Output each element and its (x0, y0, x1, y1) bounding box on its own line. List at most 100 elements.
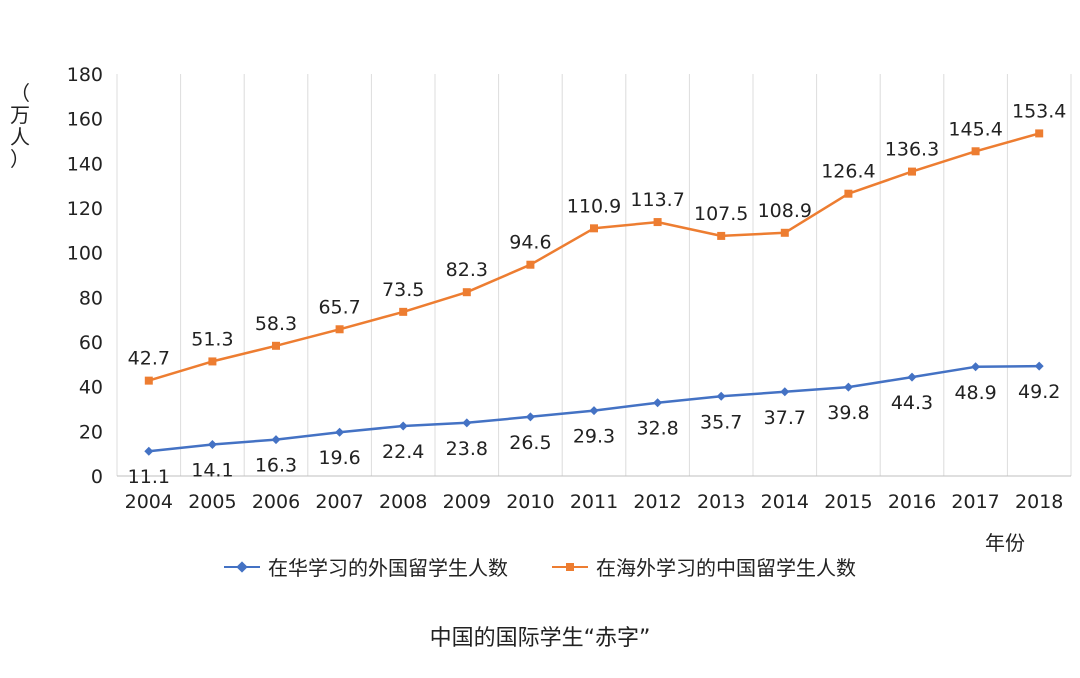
data-label: 51.3 (191, 328, 233, 350)
y-tick-label: 160 (67, 109, 103, 131)
data-point-square (590, 224, 598, 233)
data-label: 29.3 (573, 426, 615, 448)
data-point-square (908, 167, 916, 176)
y-tick-label: 80 (79, 287, 103, 309)
data-point-square (653, 218, 662, 227)
data-label: 110.9 (567, 195, 621, 217)
data-label: 32.8 (636, 418, 678, 440)
data-label: 37.7 (764, 407, 806, 429)
data-point-diamond (398, 421, 408, 431)
legend-label: 在海外学习的中国留学生人数 (596, 556, 856, 580)
chart-title: 中国的国际学生“赤字” (429, 626, 651, 651)
data-point-square (844, 189, 853, 198)
x-axis-title: 年份 (985, 531, 1025, 555)
x-tick-label: 2016 (888, 491, 936, 513)
data-label: 65.7 (318, 296, 360, 318)
legend: 在华学习的外国留学生人数 在海外学习的中国留学生人数 (0, 552, 1080, 581)
data-point-square (717, 231, 726, 240)
line-chart: 0 20 40 60 80 100 120 140 160 180 2004 2005 2006 2007… (67, 64, 1072, 513)
data-point-diamond (907, 372, 917, 382)
x-tick-label: 2012 (633, 491, 681, 513)
legend-item-chinese-students-abroad: 在海外学习的中国留学生人数 (552, 552, 856, 581)
y-tick-label: 100 (67, 243, 103, 265)
data-label: 11.1 (128, 466, 170, 488)
y-axis-title: （ 万 人 ） (8, 82, 32, 170)
data-label: 82.3 (446, 259, 488, 281)
x-tick-label: 2011 (570, 491, 618, 513)
data-point-square (335, 325, 344, 334)
data-point-diamond (525, 412, 535, 422)
data-label: 22.4 (382, 441, 424, 463)
data-point-diamond (144, 446, 154, 456)
data-point-diamond (843, 382, 853, 392)
x-tick-label: 2010 (506, 491, 554, 513)
legend-swatch-orange (552, 560, 588, 574)
data-point-diamond (716, 391, 726, 401)
y-axis-title-char: ） (10, 147, 30, 171)
data-point-diamond (589, 406, 599, 416)
x-tick-label: 2004 (125, 491, 173, 513)
data-point-square (971, 147, 980, 156)
gridlines (116, 74, 1072, 476)
data-label: 39.8 (827, 402, 869, 424)
data-point-square (462, 288, 471, 297)
x-tick-label: 2013 (697, 491, 745, 513)
y-tick-label: 20 (79, 421, 103, 443)
data-label: 49.2 (1018, 381, 1060, 403)
data-point-diamond (207, 440, 217, 450)
data-label: 108.9 (758, 200, 812, 222)
data-label: 94.6 (509, 232, 551, 254)
data-labels: 11.1 14.1 16.3 19.6 22.4 23.8 26.5 29.3 32.8 35.7… (128, 100, 1067, 488)
data-label: 126.4 (821, 161, 875, 183)
y-tick-label: 140 (67, 153, 103, 175)
data-label: 58.3 (255, 313, 297, 335)
data-point-diamond (653, 398, 663, 408)
data-point-square (272, 341, 280, 350)
x-tick-label: 2014 (761, 491, 809, 513)
data-label: 44.3 (891, 392, 933, 414)
legend-label: 在华学习的外国留学生人数 (268, 556, 508, 580)
x-tick-label: 2009 (443, 491, 491, 513)
x-tick-label: 2007 (315, 491, 363, 513)
data-point-square (208, 357, 217, 366)
x-tick-label: 2017 (951, 491, 999, 513)
legend-swatch-blue (224, 560, 260, 574)
data-label: 107.5 (694, 203, 748, 225)
data-label: 42.7 (128, 348, 170, 370)
data-label: 153.4 (1012, 100, 1066, 122)
data-point-diamond (335, 427, 345, 437)
y-tick-label: 0 (91, 466, 103, 488)
data-point-diamond (462, 418, 472, 428)
data-label: 14.1 (191, 460, 233, 482)
x-tick-label: 2008 (379, 491, 427, 513)
data-label: 113.7 (630, 189, 684, 211)
data-point-square (399, 307, 408, 316)
x-tick-label: 2018 (1015, 491, 1063, 513)
y-axis-title-char: （ (10, 81, 30, 105)
data-label: 136.3 (885, 139, 939, 161)
data-point-square (526, 260, 535, 269)
y-axis-title-char: 万 (10, 103, 30, 127)
series-line-1 (148, 132, 1040, 382)
data-point-diamond (271, 435, 281, 445)
data-label: 73.5 (382, 279, 424, 301)
series (144, 129, 1044, 456)
x-tick-label: 2005 (188, 491, 236, 513)
y-tick-label: 40 (79, 377, 103, 399)
data-point-square (780, 228, 789, 237)
data-label: 48.9 (954, 382, 996, 404)
y-tick-label: 180 (67, 64, 103, 86)
data-point-square (1035, 129, 1044, 138)
data-label: 23.8 (446, 438, 488, 460)
data-point-square (144, 376, 153, 385)
data-point-diamond (971, 362, 981, 372)
data-label: 35.7 (700, 411, 742, 433)
data-point-diamond (1034, 361, 1044, 371)
data-label: 19.6 (318, 447, 360, 469)
x-tick-label: 2015 (824, 491, 872, 513)
x-tick-label: 2006 (252, 491, 300, 513)
y-axis-title-char: 人 (10, 125, 30, 149)
data-label: 16.3 (255, 455, 297, 477)
data-point-diamond (780, 387, 790, 397)
axes: 0 20 40 60 80 100 120 140 160 180 2004 2005 2006 2007… (67, 64, 1071, 513)
